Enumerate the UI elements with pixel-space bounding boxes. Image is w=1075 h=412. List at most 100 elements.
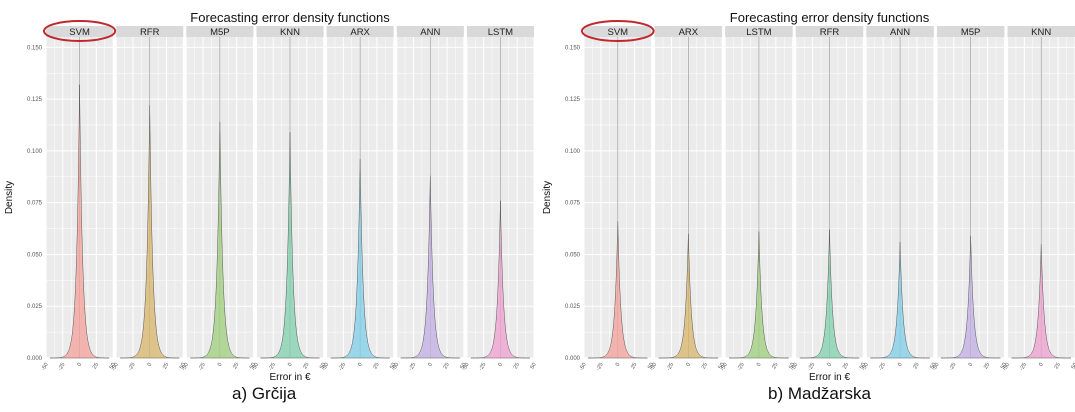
x-tick-label: 25 [842,362,850,370]
density-area [49,84,110,359]
x-tick-label: 25 [771,362,779,370]
highlight-ellipse [581,20,655,42]
panel-lstm: LSTM -50 -25 0 25 50 [720,26,796,372]
strip-background [256,26,324,37]
strip-background [466,26,534,37]
x-tick-label: 50 [319,362,327,370]
density-area [400,175,461,359]
density-area [870,242,931,359]
x-tick-label: 50 [788,362,796,370]
panel-label: RFR [140,27,160,38]
highlight-ellipse [42,20,117,42]
strip-background [936,26,1005,37]
x-tick-label: -50 [111,362,120,372]
x-tick-label: 25 [232,362,240,370]
x-tick-label: -25 [268,362,277,372]
x-tick-label: 25 [912,362,920,370]
x-tick-label: -50 [931,362,940,372]
x-tick-label: -50 [861,362,870,372]
x-tick-label: 0 [77,362,84,368]
x-tick-label: -25 [1019,362,1028,372]
density-area [330,159,391,359]
x-tick-label: 25 [513,362,521,370]
x-tick-label: 25 [701,362,709,370]
x-tick-label: 50 [459,362,467,370]
y-tick-label: 0.050 [27,252,43,258]
x-tick-label: -25 [408,362,417,372]
panel-svm: SVM -50 -25 0 25 50 [41,20,117,372]
density-area [1011,244,1072,359]
panel-knn: KNN -50 -25 0 25 50 [1002,26,1075,372]
y-axis-label: Density [4,181,15,214]
x-tick-label: -25 [57,362,66,372]
panel-m5p: M5P -50 -25 0 25 50 [181,26,257,372]
panel-label: KNN [1031,27,1051,38]
panel-label: RFR [820,27,840,38]
strip-background [1007,26,1075,37]
x-tick-label: -50 [1002,362,1011,372]
x-tick-label: -50 [720,362,729,372]
strip-background [46,26,114,37]
x-tick-label: 0 [1038,362,1045,368]
x-tick-label: 0 [427,362,434,368]
panel-label: KNN [280,27,300,38]
density-area [728,231,789,359]
density-area [119,105,180,359]
strip-background [654,26,723,37]
chart-1: Forecasting error density functions Densi… [542,10,1075,383]
x-axis-label: Error in € [809,372,851,383]
x-tick-label: 0 [685,362,692,368]
x-tick-label: -50 [321,362,330,372]
x-tick-label: 25 [92,362,100,370]
x-tick-label: -50 [461,362,470,372]
panel-ann: ANN -50 -25 0 25 50 [861,26,938,372]
x-tick-label: 25 [302,362,310,370]
x-tick-label: -25 [127,362,136,372]
x-tick-label: -50 [41,362,50,372]
density-area [799,229,860,359]
x-tick-label: 25 [630,362,638,370]
y-tick-label: 0.000 [27,356,43,362]
x-tick-label: 50 [929,362,937,370]
x-tick-label: 50 [1000,362,1008,370]
strip-background [725,26,793,37]
x-tick-label: 50 [529,362,537,370]
panel-label: LSTM [746,27,771,38]
panel-knn: KNN -50 -25 0 25 50 [251,26,327,372]
x-tick-label: 0 [287,362,294,368]
x-tick-label: 25 [443,362,451,370]
panel-label: ARX [350,27,370,38]
x-tick-label: -25 [878,362,887,372]
density-area [587,221,648,359]
panel-label: LSTM [488,27,513,38]
density-area [658,233,719,359]
panel-label: ARX [679,27,699,38]
x-tick-label: 0 [147,362,154,368]
x-tick-label: -25 [478,362,487,372]
y-tick-label: 0.150 [565,45,581,51]
density-area [189,121,250,359]
panel-m5p: M5P -50 -25 0 25 50 [931,26,1008,372]
panel-label: M5P [210,27,230,38]
x-tick-label: 25 [162,362,170,370]
x-tick-label: -50 [790,362,799,372]
y-tick-label: 0.000 [565,356,581,362]
y-tick-label: 0.125 [27,97,43,103]
caption-right: b) Madžarska [768,384,871,403]
x-tick-label: 0 [756,362,763,368]
x-tick-label: 50 [859,362,867,370]
density-area [940,235,1001,359]
x-tick-label: 0 [968,362,975,368]
panel-svm: SVM -50 -25 0 25 50 [579,20,655,372]
panel-ann: ANN -50 -25 0 25 50 [391,26,468,372]
x-tick-label: 25 [983,362,991,370]
panel-label: ANN [420,27,440,38]
strip-background [116,26,184,37]
strip-background [326,26,394,37]
panel-arx: ARX -50 -25 0 25 50 [649,26,726,372]
panel-rfr: RFR -50 -25 0 25 50 [111,26,187,372]
strip-background [584,26,652,37]
panel-label: SVM [69,27,90,38]
y-tick-label: 0.075 [27,201,43,207]
